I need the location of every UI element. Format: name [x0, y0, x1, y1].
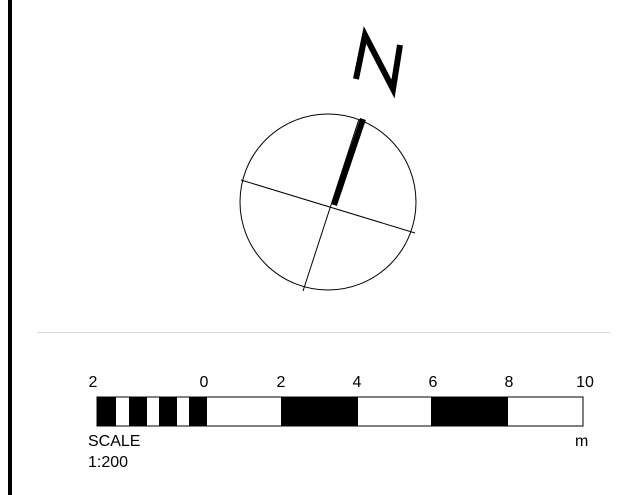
- scale-tick-label: 4: [353, 374, 362, 391]
- scale-tick-label: 2: [89, 374, 98, 391]
- scale-segment-empty: [116, 397, 129, 426]
- scale-tick-label: 6: [429, 374, 438, 391]
- scale-segment-empty: [207, 397, 281, 426]
- compass-east-west-line: [240, 179, 416, 234]
- north-letter: [353, 26, 403, 99]
- scale-segment-filled: [281, 397, 358, 426]
- scale-unit-label: m: [575, 433, 589, 450]
- north-arrow-icon: [239, 26, 417, 292]
- scale-tick-label: 10: [576, 374, 594, 391]
- scale-bar-outline: [96, 396, 584, 427]
- left-border-line: [8, 0, 12, 495]
- compass-circle: [239, 113, 417, 291]
- scale-segment-empty: [177, 397, 189, 426]
- scale-segment-filled: [431, 397, 508, 426]
- compass-south-line: [302, 118, 360, 292]
- scale-bar: 2 0 2 4 6 8 10: [89, 374, 594, 427]
- scale-segment-filled: [159, 397, 177, 426]
- scale-segment-empty: [358, 397, 431, 426]
- section-divider: [37, 332, 610, 333]
- scale-tick-label: 0: [200, 374, 209, 391]
- scale-segment-filled: [129, 397, 147, 426]
- scale-segment-empty: [147, 397, 159, 426]
- scale-ratio: 1:200: [88, 454, 129, 471]
- north-needle: [331, 118, 366, 206]
- scale-tick-label: 2: [277, 374, 286, 391]
- scale-caption: SCALE: [88, 433, 141, 450]
- scale-tick-label: 8: [505, 374, 514, 391]
- scale-segment-empty: [508, 397, 583, 426]
- scale-segment-filled: [189, 397, 207, 426]
- scale-segment-filled: [97, 397, 116, 426]
